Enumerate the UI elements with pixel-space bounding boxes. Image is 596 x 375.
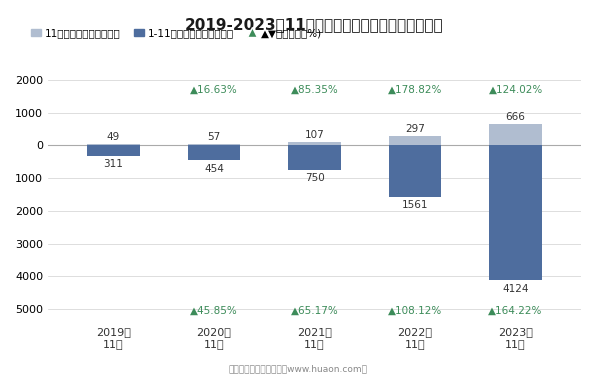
Text: ▲45.85%: ▲45.85% [190,306,238,316]
Bar [188,146,240,160]
Text: 750: 750 [305,173,324,183]
Bar [87,144,139,146]
Bar [188,144,240,146]
Text: ▲178.82%: ▲178.82% [388,85,442,95]
Text: 4124: 4124 [502,284,529,294]
Bar [489,146,542,280]
Text: 666: 666 [505,112,526,122]
Text: 454: 454 [204,164,224,174]
Text: ▲85.35%: ▲85.35% [291,85,339,95]
Text: 制图：华经产业研究院（www.huaon.com）: 制图：华经产业研究院（www.huaon.com） [228,364,368,373]
Bar [288,142,341,146]
Bar [389,146,441,196]
Legend: 11月期权成交量（万手）, 1-11月期权成交量（万手）, ▲▼同比增长（%): 11月期权成交量（万手）, 1-11月期权成交量（万手）, ▲▼同比增长（%) [27,24,327,42]
Text: 311: 311 [104,159,123,169]
Bar [389,136,441,146]
Title: 2019-2023年11月郑州商品交易所棉花期权成交量: 2019-2023年11月郑州商品交易所棉花期权成交量 [185,17,444,32]
Text: ▲108.12%: ▲108.12% [388,306,442,316]
Text: 1561: 1561 [402,200,429,210]
Bar [87,146,139,156]
Text: 49: 49 [107,132,120,142]
Bar [288,146,341,170]
Bar [489,124,542,146]
Text: ▲65.17%: ▲65.17% [291,306,339,316]
Text: ▲124.02%: ▲124.02% [489,85,543,95]
Text: ▲164.22%: ▲164.22% [489,306,543,316]
Text: 57: 57 [207,132,221,141]
Text: ▲16.63%: ▲16.63% [190,85,238,95]
Text: 107: 107 [305,130,324,140]
Text: 297: 297 [405,124,425,134]
